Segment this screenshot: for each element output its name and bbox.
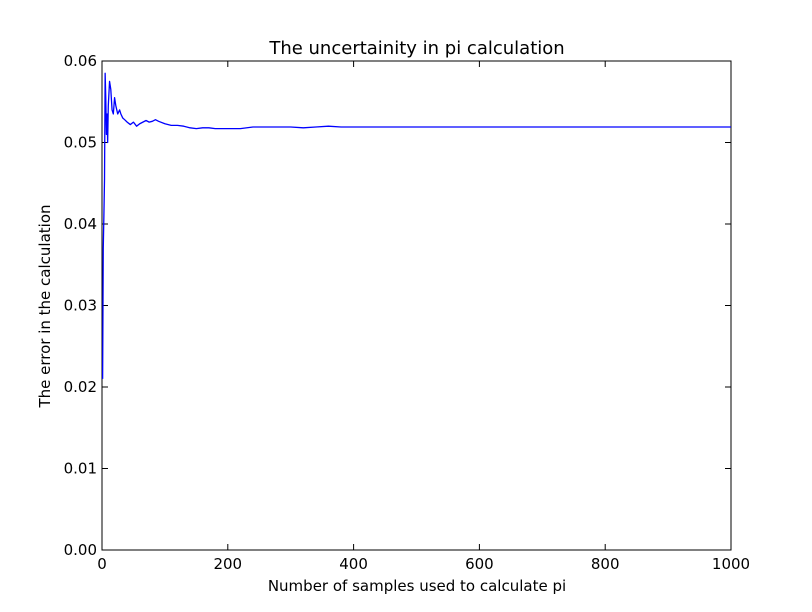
x-tick-label: 200: [213, 555, 242, 573]
plot-area: 0 200 400 600 800 1000 0.00 0.01 0.02 0.03 0.04 0.0…: [64, 52, 751, 573]
y-tick-label: 0.06: [64, 52, 97, 70]
x-tick-label: 0: [97, 555, 107, 573]
x-tick-label: 400: [339, 555, 368, 573]
series-group: [101, 72, 731, 379]
series-line-0: [101, 72, 731, 379]
y-axis-label: The error in the calculation: [36, 204, 54, 408]
ticks-group: 0 200 400 600 800 1000 0.00 0.01 0.02 0.03 0.04 0.0…: [64, 52, 751, 573]
y-tick-label: 0.05: [64, 134, 97, 152]
y-tick-label: 0.00: [64, 541, 97, 559]
y-tick-label: 0.03: [64, 297, 97, 315]
x-tick-label: 1000: [712, 555, 750, 573]
chart-title: The uncertainity in pi calculation: [268, 38, 564, 59]
x-tick-label: 800: [591, 555, 620, 573]
x-axis-label: Number of samples used to calculate pi: [268, 577, 566, 595]
axes-frame: [101, 60, 732, 551]
x-tick-label: 600: [465, 555, 494, 573]
y-tick-label: 0.01: [64, 460, 97, 478]
y-tick-label: 0.02: [64, 378, 97, 396]
y-tick-label: 0.04: [64, 215, 97, 233]
